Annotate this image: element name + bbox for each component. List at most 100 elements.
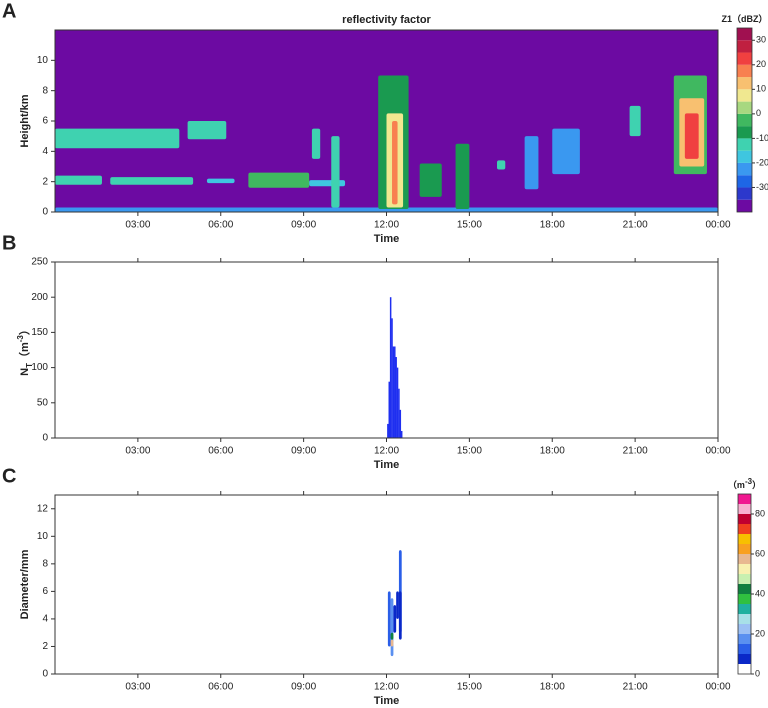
colorbar-segment [737,199,752,212]
colorbar-tick-label: 30 [756,35,766,45]
heat-cell [110,177,194,185]
y-axis-label-part: Diameter/mm [19,549,31,619]
y-tick-label: 8 [42,85,48,96]
y-tick-label: 4 [42,146,48,157]
bar [391,318,393,438]
x-tick-label: 12:00 [374,220,399,231]
x-tick-label: 21:00 [623,220,648,231]
colorbar-segment [738,564,751,574]
x-tick-label: 21:00 [623,682,648,693]
colorbar-label: Z1（dBZ） [722,14,768,24]
y-tick-label: 6 [42,116,48,127]
bar [392,346,395,438]
colorbar-segment [738,654,751,664]
colorbar-segment [738,624,751,634]
x-axis-label: Time [374,459,399,471]
x-tick-label: 03:00 [125,220,150,231]
colorbar-label-part: Z1（dBZ） [722,14,768,24]
colorbar-tick-label: -20 [756,157,768,167]
colorbar-segment [738,574,751,584]
bar [400,430,403,438]
colorbar-segment [738,514,751,524]
colorbar-segment [737,77,752,90]
x-tick-label: 03:00 [125,446,150,457]
y-tick-label: 200 [31,292,48,303]
bar [396,367,399,438]
colorbar-segment [738,524,751,534]
y-tick-label: 12 [37,503,49,514]
x-tick-label: 03:00 [125,682,150,693]
y-tick-label: 10 [37,55,49,66]
y-axis-label-part: ） [18,324,31,335]
heat-cell [206,178,235,184]
panel-label: B [2,232,16,254]
y-tick-label: 6 [42,586,48,597]
heat-cell [309,180,346,187]
heat-cell [390,632,394,640]
bar [388,381,391,438]
y-tick-label: 4 [42,614,48,625]
plot-background [55,495,718,674]
y-axis-label-part: Height/km [19,94,31,147]
heat-cell [497,160,506,170]
colorbar-tick-label: -30 [756,182,768,192]
colorbar-tick-label: 0 [755,668,760,678]
y-tick-label: 10 [37,531,49,542]
colorbar-segment [738,504,751,514]
x-tick-label: 06:00 [208,446,233,457]
x-tick-label: 00:00 [705,220,730,231]
heat-cell [396,591,399,619]
x-tick-label: 09:00 [291,220,316,231]
colorbar-tick-label: 80 [755,508,765,518]
heat-cell [552,128,580,175]
colorbar-segment [737,187,752,200]
colorbar-segment [738,634,751,644]
y-tick-label: 0 [42,669,48,680]
y-axis-label: NT（m-3） [16,324,34,376]
heat-cell [629,105,641,137]
heat-cell [390,639,394,647]
colorbar-segment [737,52,752,65]
bar [395,357,397,438]
heat-cell [387,591,391,647]
colorbar-segment [737,175,752,188]
y-tick-label: 50 [37,397,49,408]
x-tick-label: 06:00 [208,682,233,693]
colorbar-segment [738,584,751,594]
x-tick-label: 15:00 [457,220,482,231]
x-tick-label: 12:00 [374,446,399,457]
heat-cell [419,163,442,197]
colorbar-tick-label: 20 [756,59,766,69]
colorbar-frame [736,27,753,213]
y-tick-label: 250 [31,257,48,268]
colorbar-tick-label: 60 [755,548,765,558]
y-tick-label: 2 [42,641,48,652]
bar [399,409,402,438]
bar [389,297,392,438]
x-tick-label: 18:00 [540,682,565,693]
colorbar-segment [738,544,751,554]
colorbar-segment [737,28,752,41]
heat-cell [455,143,470,209]
colorbar-label-part: -3 [745,477,753,486]
x-axis-label: Time [374,695,399,707]
heat-cell [390,598,394,657]
y-axis-label-part: -3 [16,335,25,343]
y-axis-label: Diameter/mm [19,549,31,619]
heat-cell [311,128,321,159]
plot-area [387,550,402,657]
colorbar-tick-label: -10 [756,133,768,143]
bar [398,388,400,438]
plot-area [387,297,403,438]
x-tick-label: 09:00 [291,682,316,693]
y-tick-label: 2 [42,176,48,187]
colorbar-segment [737,101,752,114]
x-tick-label: 21:00 [623,446,648,457]
heat-cell [331,136,340,208]
bar [387,423,389,438]
x-tick-label: 06:00 [208,220,233,231]
x-tick-label: 18:00 [540,446,565,457]
colorbar-segment [737,138,752,151]
colorbar-tick-label: 10 [756,84,766,94]
